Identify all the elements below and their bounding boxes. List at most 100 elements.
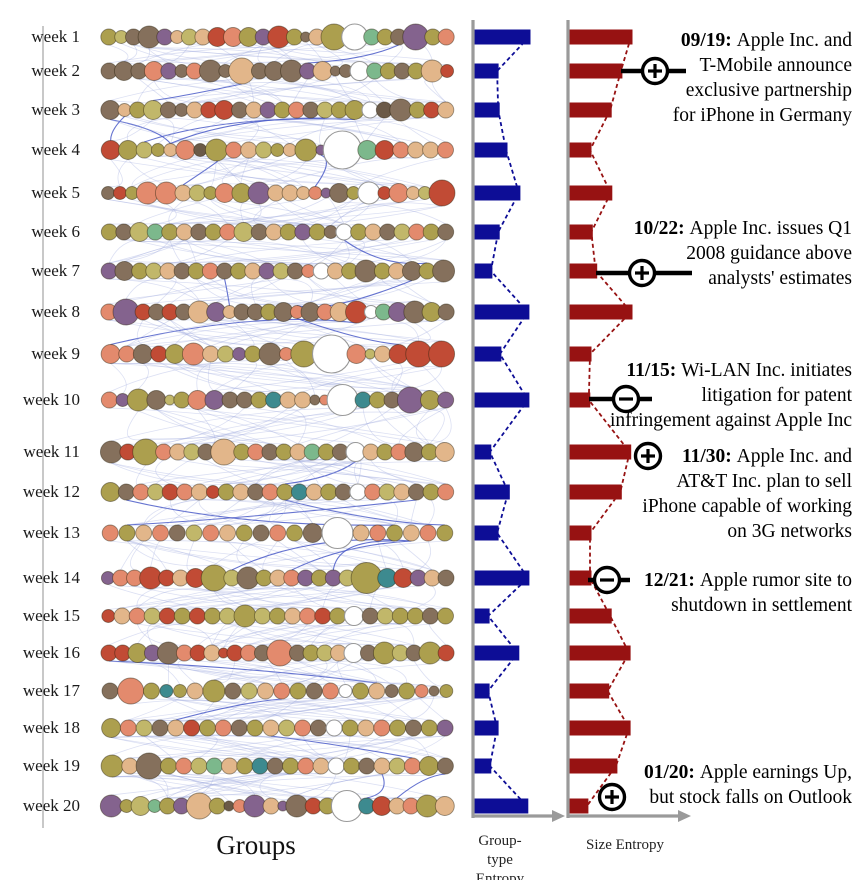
bubble (343, 605, 365, 627)
bubble (262, 719, 280, 737)
bubble (440, 64, 455, 78)
bubble (437, 28, 455, 46)
bubble (288, 101, 305, 119)
entropy-bar (474, 683, 490, 699)
bubble (334, 483, 352, 501)
bubble (129, 222, 150, 242)
bubble (261, 443, 279, 461)
entropy-bar (474, 63, 499, 79)
bubble (221, 391, 239, 409)
bubble (142, 682, 160, 700)
week-label: week 14 (22, 568, 80, 587)
bubble (204, 390, 225, 410)
bubble (267, 184, 285, 202)
bubble (312, 757, 330, 775)
bubble (314, 607, 332, 625)
bubble (201, 262, 219, 280)
bubble (143, 607, 161, 625)
bubble (434, 442, 455, 462)
bubble (217, 483, 235, 501)
bubble (175, 140, 196, 160)
bubble (285, 794, 309, 818)
bubble (321, 516, 354, 550)
week-label: week 12 (22, 482, 80, 501)
bubble (252, 524, 270, 542)
bubble (376, 607, 394, 625)
bubble (407, 483, 425, 501)
bubble (232, 347, 247, 361)
bubble (131, 262, 149, 280)
bubble (312, 61, 333, 81)
bubble (173, 607, 191, 625)
bubble (308, 223, 326, 241)
bubble (364, 348, 376, 360)
bubble (175, 757, 193, 775)
bubble (164, 394, 176, 406)
size-entropy-axis-label: Size Entropy (586, 837, 664, 853)
week-label: week 9 (31, 344, 80, 363)
bubble (265, 391, 283, 409)
event-date: 09/19: (680, 30, 737, 51)
entropy-bar (569, 392, 591, 408)
bubble (428, 340, 456, 368)
bubble (284, 607, 302, 625)
bubble (376, 443, 394, 461)
bubble (175, 223, 193, 241)
bubble (357, 719, 375, 737)
bubble (230, 719, 248, 737)
bubble (269, 524, 287, 542)
bubble (258, 262, 276, 280)
bubble (437, 101, 455, 119)
bubble (158, 607, 176, 625)
bubble (335, 223, 353, 241)
bubble (405, 340, 433, 368)
bubble (330, 789, 363, 823)
week-label: week 19 (22, 756, 80, 775)
event-annotation: 01/20: Apple earnings Up, but stock falls… (644, 762, 852, 808)
bubble (281, 184, 299, 202)
bubble (419, 524, 437, 542)
bubble (305, 682, 323, 700)
bubble (143, 100, 163, 120)
plus-circle-icon (633, 441, 663, 471)
bubble (168, 524, 186, 542)
bubble (118, 345, 136, 363)
bubble (422, 483, 440, 501)
bubble (392, 141, 410, 159)
bubble (354, 391, 372, 409)
bubble (185, 792, 213, 820)
bubble (420, 719, 438, 737)
bubble (193, 143, 208, 157)
bubble (401, 261, 422, 281)
bubble (132, 438, 160, 466)
bubble (113, 186, 127, 200)
bubble (100, 482, 121, 502)
bubble (256, 682, 274, 700)
bubble (200, 564, 228, 592)
entropy-bar (569, 224, 593, 240)
event-annotation: 12/21: Apple rumor site to shutdown in se… (644, 570, 852, 616)
bubble (119, 719, 137, 737)
bubble (405, 719, 422, 737)
bubble (341, 719, 359, 737)
bubble (115, 223, 133, 241)
bubble (159, 684, 174, 698)
bubble (270, 143, 285, 157)
plus-circle-icon (596, 258, 692, 288)
bubble (364, 223, 382, 241)
week-label: week 3 (31, 100, 80, 119)
bubble (309, 394, 321, 406)
entropy-bar (569, 63, 623, 79)
bubble (379, 223, 397, 241)
bubble (325, 719, 343, 737)
entropy-bar (569, 142, 592, 158)
bubble (343, 757, 360, 775)
week-label: week 8 (31, 302, 80, 321)
bubble (384, 684, 399, 698)
bubble (393, 483, 411, 501)
bubble (186, 101, 204, 119)
bubble (386, 524, 403, 542)
bubble (272, 262, 290, 280)
bubble (259, 101, 277, 119)
